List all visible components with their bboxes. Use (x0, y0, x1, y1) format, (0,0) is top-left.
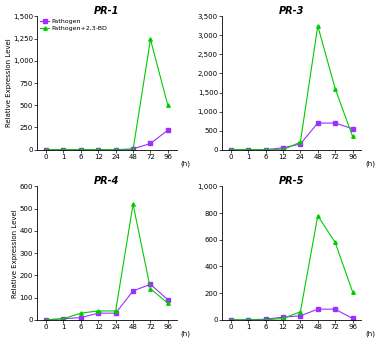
Pathogen+2,3-BD (246, 318, 250, 322)
Pathogen (166, 128, 170, 132)
Pathogen (333, 307, 338, 311)
Pathogen+2,3-BD (229, 148, 233, 152)
Pathogen+2,3-BD (166, 301, 170, 305)
Pathogen+2,3-BD (350, 134, 355, 139)
Y-axis label: Relative Expression Level: Relative Expression Level (6, 39, 11, 127)
Pathogen (263, 317, 268, 321)
Pathogen (315, 121, 320, 125)
Pathogen (298, 142, 303, 146)
Pathogen+2,3-BD (96, 148, 101, 152)
Pathogen (61, 317, 66, 321)
Pathogen+2,3-BD (148, 287, 153, 291)
Pathogen (333, 121, 338, 125)
Y-axis label: Relative Expression Level: Relative Expression Level (12, 209, 18, 297)
Pathogen+2,3-BD (148, 37, 153, 42)
Line: Pathogen+2,3-BD: Pathogen+2,3-BD (229, 24, 354, 152)
Line: Pathogen: Pathogen (44, 128, 170, 152)
Line: Pathogen: Pathogen (44, 283, 170, 322)
Pathogen (350, 127, 355, 131)
Title: PR-4: PR-4 (94, 176, 120, 186)
Pathogen (114, 311, 118, 315)
Text: (h): (h) (365, 331, 375, 338)
Pathogen+2,3-BD (78, 311, 83, 315)
Pathogen (148, 141, 153, 145)
Pathogen+2,3-BD (131, 148, 135, 152)
Pathogen (96, 148, 101, 152)
Line: Pathogen: Pathogen (229, 307, 354, 322)
Line: Pathogen+2,3-BD: Pathogen+2,3-BD (44, 38, 170, 152)
Text: (h): (h) (365, 161, 375, 167)
Pathogen+2,3-BD (44, 148, 48, 152)
Pathogen (350, 317, 355, 321)
Pathogen+2,3-BD (44, 318, 48, 322)
Legend: Pathogen, Pathogen+2,3-BD: Pathogen, Pathogen+2,3-BD (38, 17, 109, 32)
Pathogen+2,3-BD (281, 148, 285, 152)
Pathogen+2,3-BD (333, 240, 338, 245)
Line: Pathogen+2,3-BD: Pathogen+2,3-BD (44, 202, 170, 322)
Pathogen (281, 146, 285, 150)
Pathogen+2,3-BD (350, 290, 355, 294)
Pathogen+2,3-BD (114, 148, 118, 152)
Pathogen+2,3-BD (298, 140, 303, 144)
Pathogen+2,3-BD (78, 148, 83, 152)
Pathogen+2,3-BD (263, 318, 268, 322)
Title: PR-1: PR-1 (94, 5, 120, 15)
Pathogen (298, 314, 303, 318)
Pathogen+2,3-BD (281, 317, 285, 321)
Pathogen+2,3-BD (229, 318, 233, 322)
Pathogen+2,3-BD (166, 103, 170, 107)
Pathogen+2,3-BD (114, 309, 118, 313)
Title: PR-3: PR-3 (279, 5, 304, 15)
Pathogen (315, 307, 320, 311)
Pathogen (78, 316, 83, 320)
Line: Pathogen: Pathogen (229, 121, 354, 152)
Pathogen (131, 147, 135, 151)
Pathogen (229, 148, 233, 152)
Pathogen (78, 148, 83, 152)
Pathogen (131, 289, 135, 293)
Pathogen (114, 148, 118, 152)
Line: Pathogen+2,3-BD: Pathogen+2,3-BD (229, 214, 354, 322)
Title: PR-5: PR-5 (279, 176, 304, 186)
Pathogen+2,3-BD (61, 317, 66, 321)
Pathogen+2,3-BD (315, 24, 320, 28)
Text: (h): (h) (181, 161, 191, 167)
Pathogen (281, 315, 285, 319)
Pathogen+2,3-BD (131, 202, 135, 206)
Pathogen (166, 298, 170, 302)
Pathogen (44, 318, 48, 322)
Pathogen+2,3-BD (263, 148, 268, 152)
Pathogen (61, 148, 66, 152)
Pathogen (148, 282, 153, 286)
Pathogen (44, 148, 48, 152)
Pathogen+2,3-BD (96, 309, 101, 313)
Pathogen+2,3-BD (333, 87, 338, 91)
Pathogen+2,3-BD (298, 310, 303, 314)
Pathogen (246, 318, 250, 322)
Pathogen+2,3-BD (246, 148, 250, 152)
Pathogen (229, 318, 233, 322)
Pathogen (96, 311, 101, 315)
Pathogen (263, 148, 268, 152)
Pathogen+2,3-BD (315, 214, 320, 218)
Text: (h): (h) (181, 331, 191, 338)
Pathogen+2,3-BD (61, 148, 66, 152)
Pathogen (246, 148, 250, 152)
